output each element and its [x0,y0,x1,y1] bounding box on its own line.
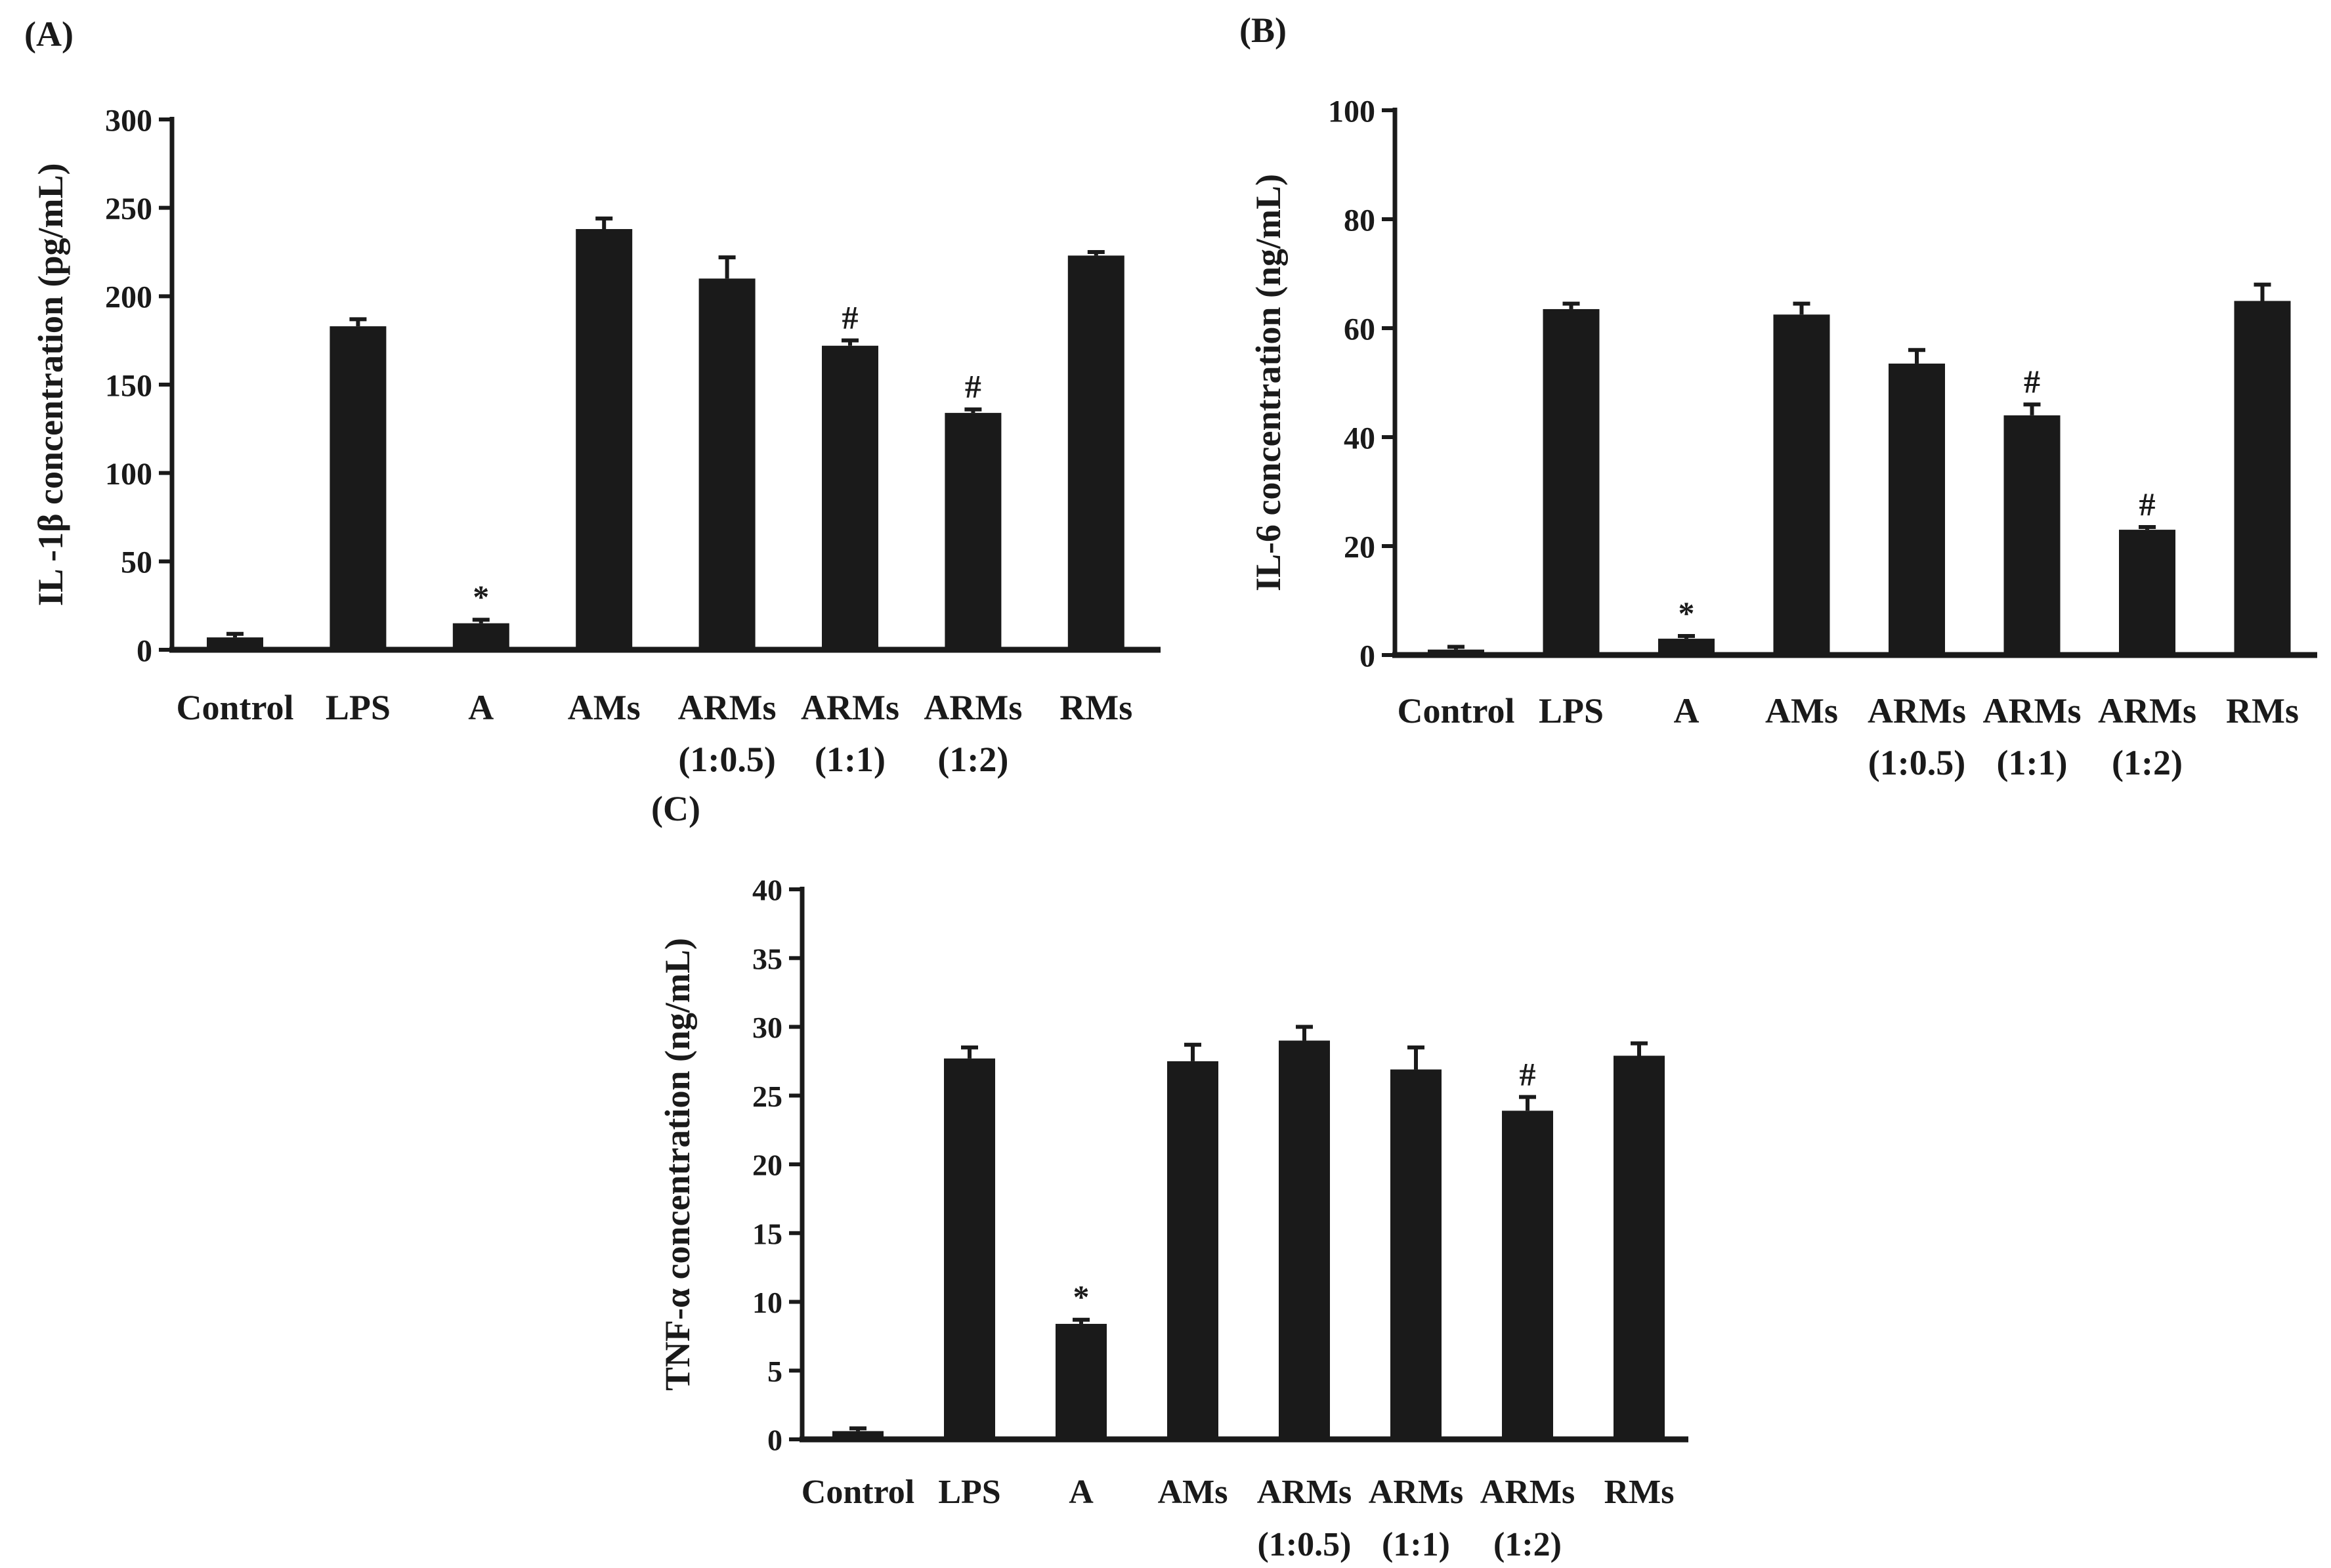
panel-label: (B) [1239,11,1287,50]
y-tick-label: 35 [752,942,782,975]
bar [1279,1040,1330,1439]
y-tick-label: 40 [1344,421,1375,456]
significance-mark: # [965,368,981,405]
bar [1543,308,1600,655]
bar [1502,1111,1553,1439]
significance-mark: * [1679,595,1695,631]
bar [1390,1069,1442,1439]
significance-mark: * [1073,1279,1090,1315]
bar [1167,1061,1218,1439]
panel-label: (C) [651,789,700,828]
bar [452,623,509,650]
x-tick-label: ARMs [2098,691,2196,731]
x-tick-label: LPS [1539,691,1604,731]
bar [944,1058,995,1439]
x-tick-label: ARMs [1983,691,2082,731]
y-tick-label: 25 [752,1080,782,1113]
y-tick-label: 0 [767,1424,782,1457]
x-tick-label: ARMs [1369,1473,1463,1511]
x-tick-label: A [468,688,494,727]
bar [1889,363,1945,655]
y-axis-label: IL -1β concentration (pg/mL) [31,163,70,606]
significance-mark: # [1520,1055,1536,1092]
y-tick-label: 20 [752,1149,782,1182]
x-tick-label: AMs [568,688,641,727]
x-tick-label: (1:2) [1493,1526,1562,1563]
y-tick-label: 15 [752,1217,782,1250]
bar [1056,1324,1107,1439]
bar [2234,301,2291,655]
bar [2119,530,2175,655]
bar [207,637,263,650]
x-tick-label: RMs [1604,1473,1675,1511]
x-tick-label: (1:2) [937,740,1008,779]
x-tick-label: RMs [2226,691,2299,731]
x-tick-label: (1:2) [2112,743,2183,782]
x-tick-label: (1:0.5) [1868,743,1965,782]
panel-c-chart: (C) TNF-α concentration (ng/mL) 0 5 10 15 20 25… [651,789,1688,1563]
y-tick-label: 10 [752,1286,782,1319]
significance-mark: # [2139,486,2156,522]
bar [576,228,633,650]
bar [822,345,878,650]
y-tick-label: 100 [105,457,152,492]
y-tick-label: 150 [105,368,152,403]
bar [832,1431,884,1439]
x-tick-label: Control [1397,691,1514,731]
y-tick-label: 50 [121,545,152,580]
x-tick-label: LPS [938,1473,1000,1511]
bar [1614,1055,1665,1439]
bar [330,326,387,650]
x-tick-label: ARMs [678,688,777,727]
y-tick-label: 0 [137,633,152,668]
x-tick-label: ARMs [1257,1473,1352,1511]
y-tick-label: 80 [1344,203,1375,238]
y-tick-label: 30 [752,1011,782,1044]
y-tick-label: 0 [1359,639,1375,673]
y-tick-label: 40 [752,874,782,907]
x-tick-label: ARMs [801,688,899,727]
significance-mark: # [2024,363,2040,400]
y-tick-label: 60 [1344,312,1375,347]
bar [1428,649,1484,655]
x-tick-label: ARMs [1868,691,1966,731]
x-tick-label: (1:1) [815,740,886,779]
y-tick-label: 300 [105,103,152,138]
y-tick-label: 5 [767,1355,782,1388]
bar [1658,639,1715,655]
panel-label: (A) [24,14,74,54]
bar [1773,314,1830,655]
y-tick-label: 20 [1344,530,1375,564]
panel-b-chart: (B) IL-6 concentration (ng/mL) 0 20 40 60 80 10… [1239,11,2317,782]
significance-mark: # [842,299,859,336]
x-tick-label: AMs [1765,691,1838,731]
significance-mark: * [473,578,489,615]
x-tick-label: (1:1) [1997,743,2068,782]
x-tick-label: Control [176,688,293,727]
x-tick-label: RMs [1059,688,1132,727]
x-tick-label: LPS [326,688,391,727]
x-tick-label: (1:1) [1382,1526,1450,1563]
bar [1067,255,1124,650]
x-tick-label: A [1069,1473,1094,1511]
y-axis-label: IL-6 concentration (ng/mL) [1249,174,1288,591]
panel-a-chart: (A) IL -1β concentration (pg/mL) 0 50 100 150… [24,14,1161,779]
y-tick-label: 100 [1328,94,1375,129]
x-tick-label: (1:0.5) [1258,1526,1352,1563]
bar [698,278,756,650]
x-tick-label: AMs [1158,1473,1228,1511]
x-tick-label: (1:0.5) [678,740,775,779]
y-axis-label: TNF-α concentration (ng/mL) [658,938,697,1391]
x-tick-label: Control [802,1473,914,1511]
bar [2003,415,2061,655]
x-tick-label: A [1674,691,1700,731]
y-tick-label: 250 [105,192,152,226]
bar [945,413,1002,650]
y-tick-label: 200 [105,280,152,315]
x-tick-label: ARMs [1480,1473,1575,1511]
x-tick-label: ARMs [924,688,1022,727]
